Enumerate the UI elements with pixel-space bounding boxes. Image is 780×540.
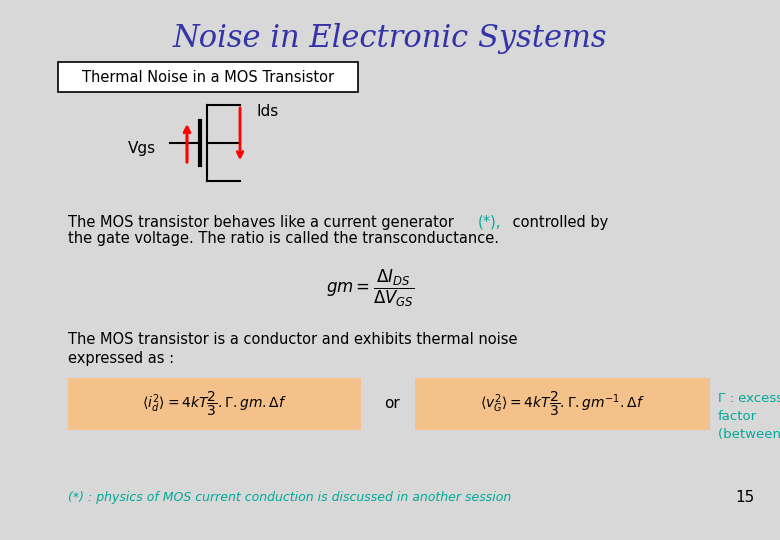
Text: The MOS transistor is a conductor and exhibits thermal noise: The MOS transistor is a conductor and ex…: [68, 333, 517, 348]
Text: Thermal Noise in a MOS Transistor: Thermal Noise in a MOS Transistor: [82, 70, 334, 84]
Text: (*) : physics of MOS current conduction is discussed in another session: (*) : physics of MOS current conduction …: [68, 490, 511, 503]
Text: or: or: [384, 396, 400, 411]
Bar: [58, 62, 358, 92]
Text: controlled by: controlled by: [508, 214, 608, 230]
Text: $gm = \dfrac{\Delta I_{DS}}{\Delta V_{GS}}$: $gm = \dfrac{\Delta I_{DS}}{\Delta V_{GS…: [325, 267, 414, 308]
Text: The MOS transistor behaves like a current generator: The MOS transistor behaves like a curren…: [68, 214, 454, 230]
Text: Ids: Ids: [257, 104, 279, 118]
Text: Noise in Electronic Systems: Noise in Electronic Systems: [172, 23, 608, 53]
Text: $\langle v_G^2 \rangle = 4kT\dfrac{2}{3}.\Gamma.gm^{-1}.\Delta f$: $\langle v_G^2 \rangle = 4kT\dfrac{2}{3}…: [480, 390, 645, 418]
Bar: [415, 378, 710, 430]
Text: Vgs: Vgs: [128, 140, 156, 156]
Text: $\langle i_d^2 \rangle = 4kT\dfrac{2}{3}.\Gamma.gm.\Delta f$: $\langle i_d^2 \rangle = 4kT\dfrac{2}{3}…: [142, 390, 287, 418]
Text: (*),: (*),: [478, 214, 502, 230]
Text: Γ : excess noise
factor
(between 1 and 2): Γ : excess noise factor (between 1 and 2…: [718, 392, 780, 441]
Text: the gate voltage. The ratio is called the transconductance.: the gate voltage. The ratio is called th…: [68, 232, 499, 246]
Text: expressed as :: expressed as :: [68, 350, 174, 366]
Bar: [68, 378, 361, 430]
Text: 15: 15: [736, 489, 754, 504]
